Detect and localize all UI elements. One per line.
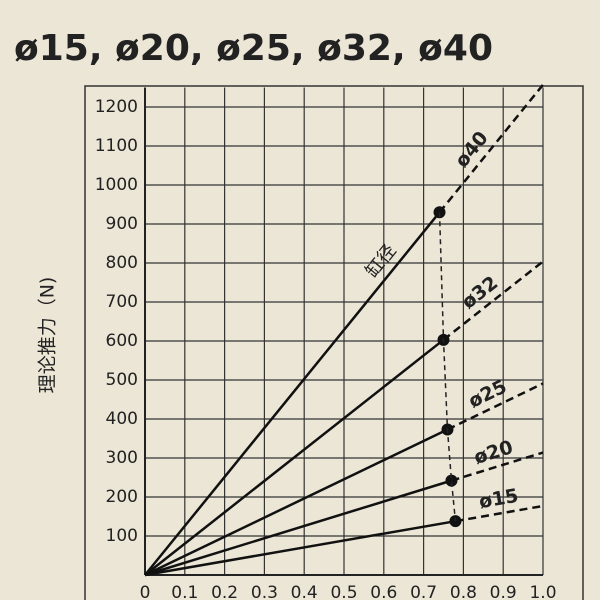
connector — [438, 212, 457, 522]
chart-title: ø15, ø20, ø25, ø32, ø40 — [14, 28, 493, 69]
y-tick-label: 200 — [106, 487, 138, 507]
y-axis-label: 理论推力（N) — [37, 277, 59, 394]
x-tick-label: 1.0 — [529, 583, 556, 600]
data-point — [445, 474, 458, 487]
y-tick-label: 100 — [106, 526, 138, 546]
y-tick-label: 700 — [106, 292, 138, 312]
y-tick-label: 500 — [106, 370, 138, 390]
x-tick-label: 0.9 — [490, 583, 517, 600]
series-line — [144, 428, 449, 577]
y-tick-label: 300 — [106, 448, 138, 468]
series-line — [144, 338, 445, 576]
y-tick-label: 1200 — [95, 97, 138, 117]
x-tick-label: 0.7 — [410, 583, 437, 600]
y-tick-label: 900 — [106, 214, 138, 234]
x-tick-label: 0.6 — [370, 583, 397, 600]
y-tick-label: 800 — [106, 253, 138, 273]
frame — [84, 85, 584, 600]
y-tick-label: 400 — [106, 409, 138, 429]
series-line-extrapolated — [455, 504, 544, 523]
series-line-extrapolated — [438, 83, 544, 214]
x-tick-label: 0.5 — [330, 583, 357, 600]
y-tick-label: 1000 — [95, 175, 138, 195]
series-line — [144, 519, 456, 577]
series-line-extrapolated — [451, 451, 544, 482]
series-line-extrapolated — [442, 260, 544, 341]
series-line — [144, 479, 452, 577]
x-tick-label: 0 — [140, 583, 151, 600]
x-tick-label: 0.1 — [171, 583, 198, 600]
y-tick-label: 600 — [106, 331, 138, 351]
series-line — [144, 211, 441, 576]
x-tick-label: 0.8 — [450, 583, 477, 600]
x-tick-label: 0.4 — [291, 583, 318, 600]
y-tick-label: 1100 — [95, 136, 138, 156]
x-tick-label: 0.3 — [251, 583, 278, 600]
x-tick-label: 0.2 — [211, 583, 238, 600]
series-line-extrapolated — [446, 382, 544, 431]
